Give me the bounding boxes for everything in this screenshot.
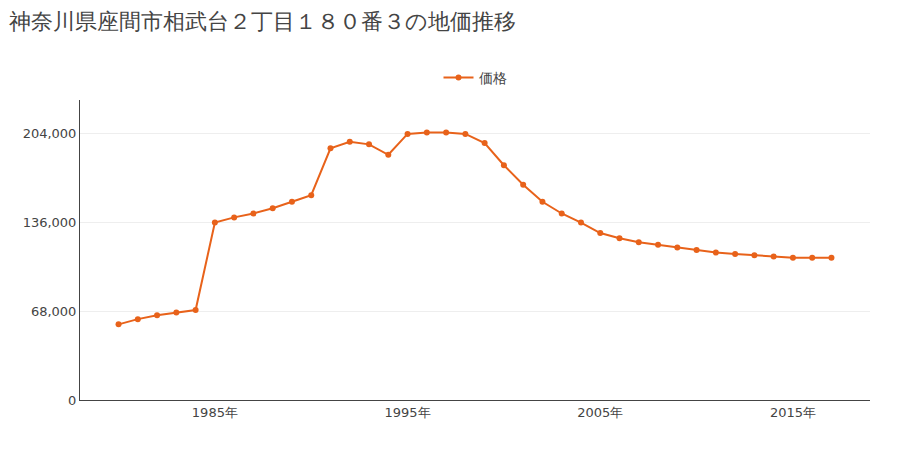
svg-text:0: 0 [68,393,76,408]
svg-text:136,000: 136,000 [23,215,77,230]
svg-text:価格: 価格 [479,70,507,86]
svg-text:1995年: 1995年 [385,405,431,420]
svg-text:1985年: 1985年 [192,405,238,420]
svg-text:2015年: 2015年 [770,405,816,420]
svg-text:2005年: 2005年 [577,405,623,420]
svg-text:神奈川県座間市相武台２丁目１８０番３の地価推移: 神奈川県座間市相武台２丁目１８０番３の地価推移 [9,9,516,34]
svg-text:68,000: 68,000 [31,304,77,319]
svg-text:204,000: 204,000 [23,126,77,141]
